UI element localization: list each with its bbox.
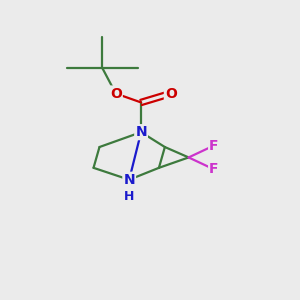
Text: N: N: [123, 173, 135, 187]
Text: N: N: [135, 125, 147, 139]
Text: O: O: [110, 86, 122, 100]
Text: F: F: [209, 162, 219, 176]
Text: F: F: [209, 139, 219, 152]
Text: H: H: [124, 190, 134, 202]
Text: O: O: [165, 86, 177, 100]
